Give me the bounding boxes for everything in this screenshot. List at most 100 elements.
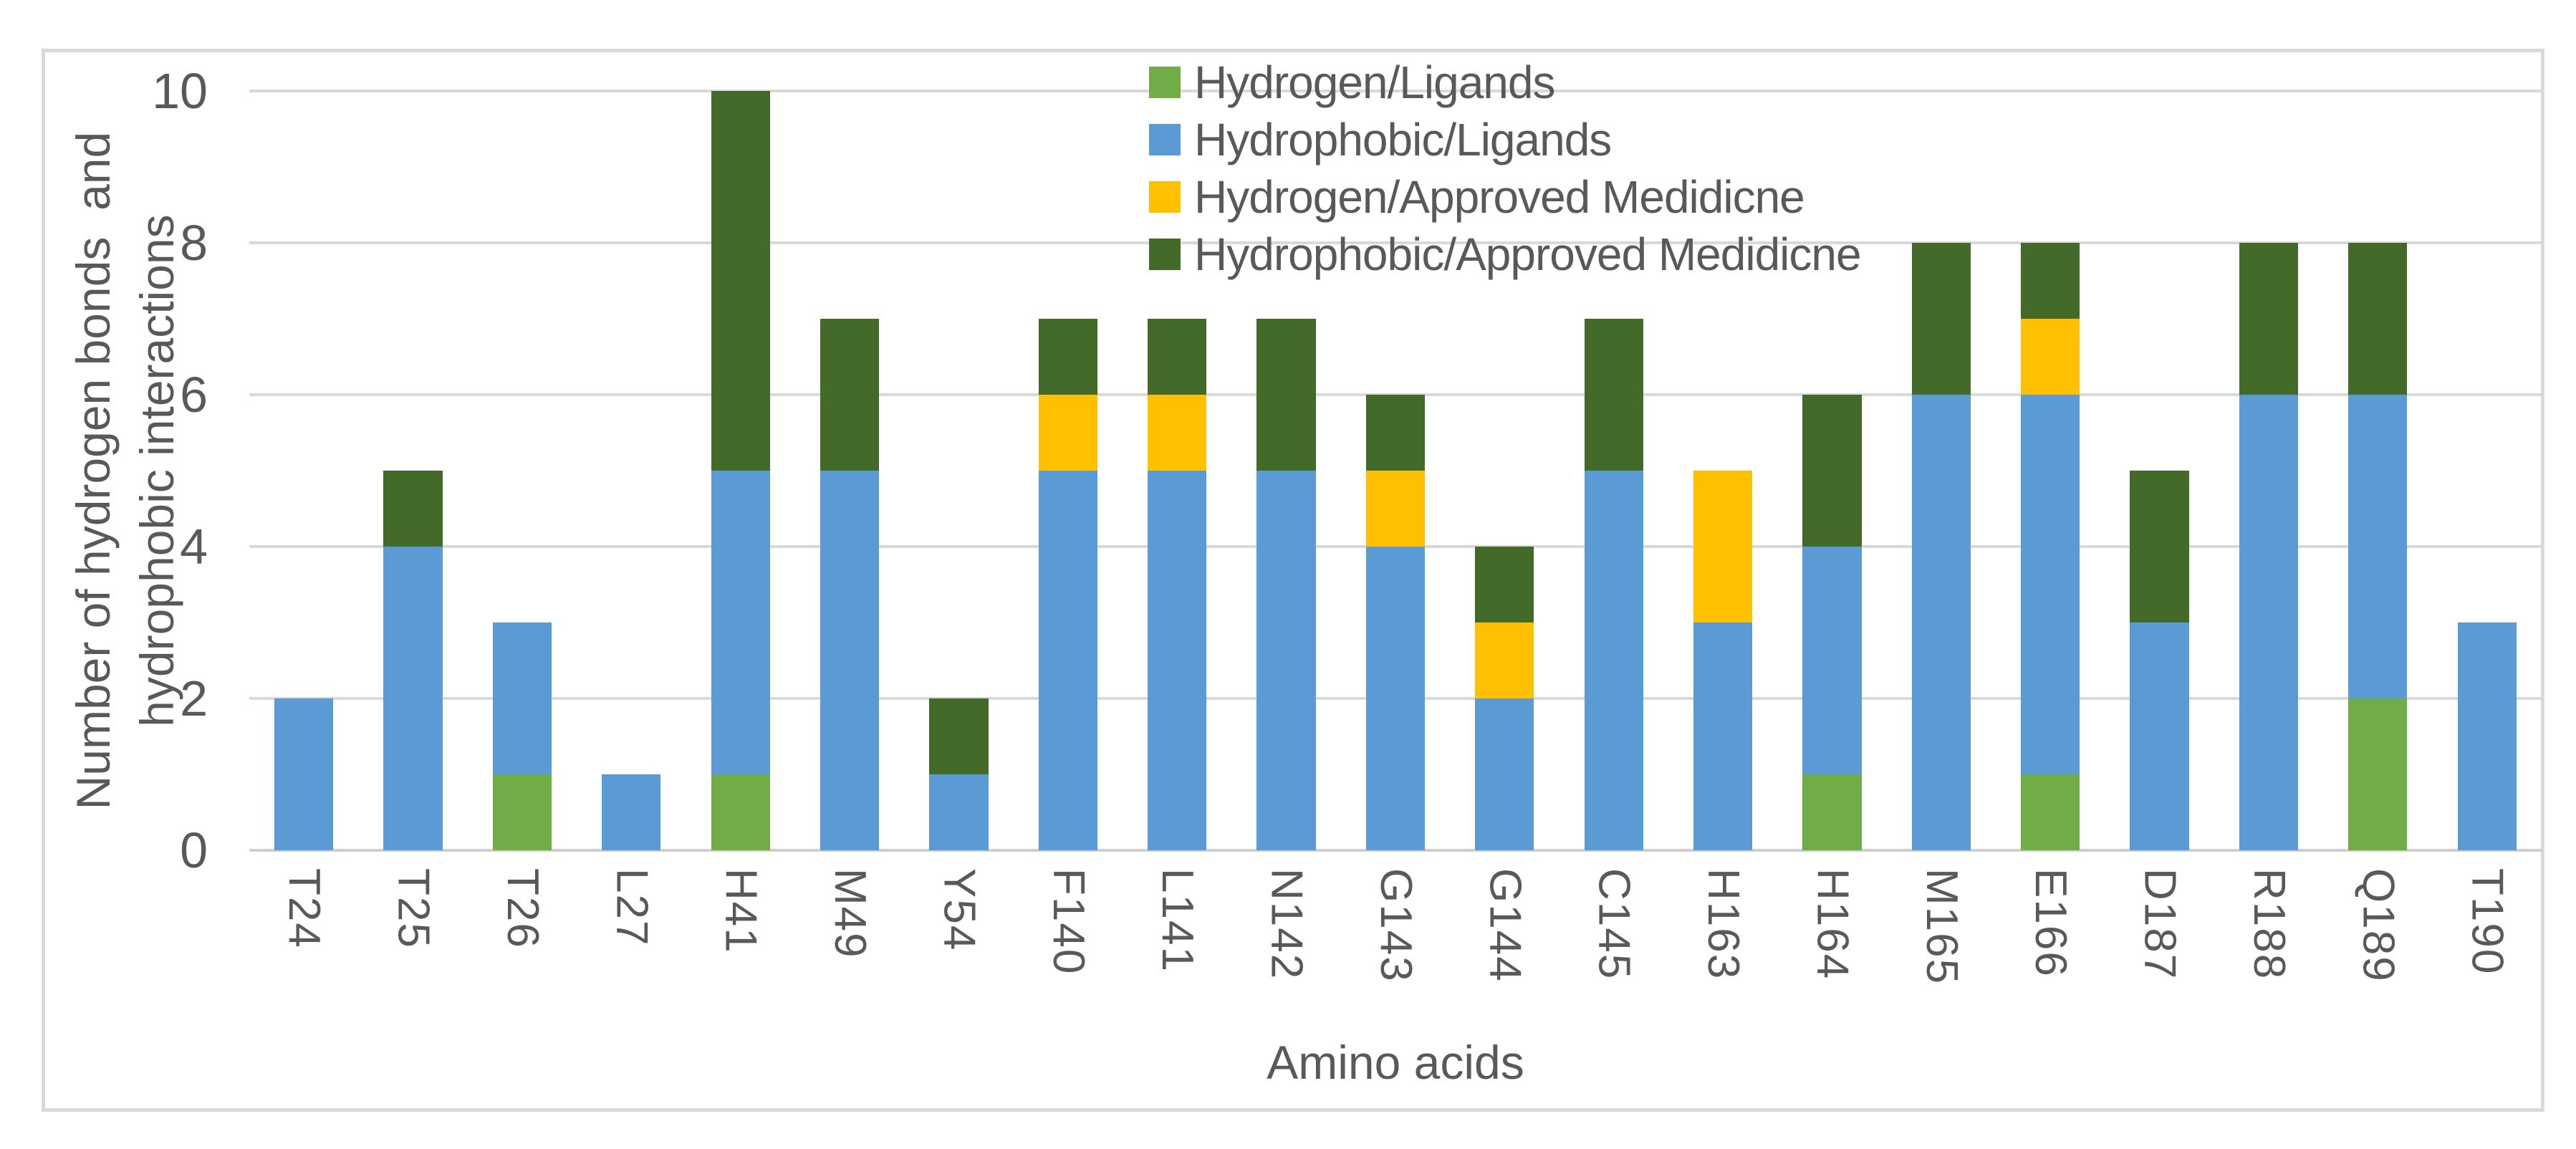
x-label-slot-H41: H41 xyxy=(686,868,795,1047)
bar-N142 xyxy=(1256,91,1316,850)
x-axis-label-T25: T25 xyxy=(388,868,438,949)
bar-segment-E166-hydrogen-ligands xyxy=(2021,774,2080,850)
y-tick-label-6: 6 xyxy=(180,367,208,423)
bar-G144 xyxy=(1475,91,1534,850)
legend-swatch-icon xyxy=(1149,239,1181,270)
bar-M165 xyxy=(1911,91,1971,850)
x-label-slot-N142: N142 xyxy=(1231,868,1340,1047)
legend-item-hydrogen-approved-medidicne: Hydrogen/Approved Medidicne xyxy=(1149,168,1861,226)
bar-G143 xyxy=(1365,91,1426,850)
bar-segment-Q189-hydrogen-ligands xyxy=(2348,698,2408,850)
bar-D187 xyxy=(2130,91,2189,850)
x-label-slot-G144: G144 xyxy=(1450,868,1559,1047)
legend-item-hydrophobic-approved-medidicne: Hydrophobic/Approved Medidicne xyxy=(1149,226,1862,283)
bar-segment-H164-hydrophobic-ligands xyxy=(1802,547,1862,774)
bar-segment-G143-hydrogen-approved-medidicne xyxy=(1365,471,1426,547)
x-axis-label-Y54: Y54 xyxy=(934,868,984,952)
x-label-slot-H163: H163 xyxy=(1668,868,1777,1047)
bar-segment-F140-hydrophobic-ligands xyxy=(1038,471,1097,850)
bar-slot-Y54 xyxy=(904,91,1013,850)
legend-swatch-icon xyxy=(1149,124,1181,155)
gridline-y0 xyxy=(249,849,2542,852)
x-axis-label-N142: N142 xyxy=(1261,868,1312,981)
bar-slot-H41 xyxy=(686,91,795,850)
y-axis-title-wrap: Number of hydrogen bonds and hydrophobic… xyxy=(36,91,215,850)
bar-segment-H41-hydrogen-ligands xyxy=(711,774,770,850)
bar-T25 xyxy=(383,91,443,850)
bar-L27 xyxy=(602,91,661,850)
x-axis-label-C145: C145 xyxy=(1589,868,1639,981)
x-axis-label-M49: M49 xyxy=(825,868,875,959)
legend-item-hydrophobic-ligands: Hydrophobic/Ligands xyxy=(1149,111,1861,168)
bar-slot-E166 xyxy=(1996,91,2105,850)
bar-segment-F140-hydrophobic-approved-medidicne xyxy=(1038,319,1097,395)
bar-slot-D187 xyxy=(2105,91,2214,850)
bar-slot-T26 xyxy=(468,91,577,850)
bar-segment-D187-hydrophobic-ligands xyxy=(2130,622,2189,850)
x-label-slot-F140: F140 xyxy=(1014,868,1123,1047)
bar-segment-T24-hydrophobic-ligands xyxy=(274,698,334,850)
x-axis-label-H41: H41 xyxy=(716,868,766,954)
bar-segment-H164-hydrophobic-approved-medidicne xyxy=(1802,395,1862,547)
bar-H164 xyxy=(1802,91,1862,850)
bar-segment-E166-hydrophobic-ligands xyxy=(2021,395,2080,774)
bar-slot-C145 xyxy=(1559,91,1668,850)
bar-E166 xyxy=(2021,91,2080,850)
bar-T24 xyxy=(274,91,334,850)
y-tick-label-2: 2 xyxy=(180,670,208,726)
bar-segment-R188-hydrophobic-approved-medidicne xyxy=(2239,243,2299,395)
x-axis-labels: T24 T25 T26 L27 H41 M49 Y54 F140 L141 N142 G143 G14… xyxy=(249,868,2542,1047)
bar-segment-E166-hydrogen-approved-medidicne xyxy=(2021,319,2080,395)
bar-segment-L27-hydrophobic-ligands xyxy=(602,774,661,850)
bar-segment-C145-hydrophobic-approved-medidicne xyxy=(1584,319,1643,471)
bar-T190 xyxy=(2457,91,2517,850)
bar-segment-H41-hydrophobic-ligands xyxy=(711,471,770,774)
x-label-slot-T26: T26 xyxy=(468,868,577,1047)
bar-segment-M49-hydrophobic-approved-medidicne xyxy=(820,319,880,471)
bar-segment-T26-hydrogen-ligands xyxy=(492,774,552,850)
gridline-y8 xyxy=(249,241,2542,244)
bar-H163 xyxy=(1693,91,1753,850)
legend-label: Hydrophobic/Ligands xyxy=(1194,114,1612,165)
bar-T26 xyxy=(492,91,552,850)
x-label-slot-M165: M165 xyxy=(1887,868,1996,1047)
x-label-slot-G143: G143 xyxy=(1341,868,1450,1047)
bar-segment-G144-hydrophobic-ligands xyxy=(1475,698,1534,850)
bar-segment-G143-hydrophobic-ligands xyxy=(1365,547,1426,850)
x-label-slot-D187: D187 xyxy=(2105,868,2214,1047)
bar-L141 xyxy=(1148,91,1207,850)
x-label-slot-T24: T24 xyxy=(249,868,358,1047)
bar-slot-Q189 xyxy=(2323,91,2432,850)
x-axis-label-H163: H163 xyxy=(1698,868,1749,981)
bar-C145 xyxy=(1584,91,1643,850)
bar-segment-E166-hydrophobic-approved-medidicne xyxy=(2021,243,2080,319)
y-tick-label-0: 0 xyxy=(180,822,208,878)
bar-segment-D187-hydrophobic-approved-medidicne xyxy=(2130,471,2189,622)
bar-slot-R188 xyxy=(2214,91,2323,850)
x-label-slot-Y54: Y54 xyxy=(904,868,1013,1047)
y-tick-label-4: 4 xyxy=(180,519,208,574)
bar-segment-T26-hydrophobic-ligands xyxy=(492,622,552,774)
bar-segment-M165-hydrophobic-ligands xyxy=(1911,395,1971,850)
x-axis-label-E166: E166 xyxy=(2026,868,2076,978)
bar-segment-Q189-hydrophobic-ligands xyxy=(2348,395,2408,698)
bar-slot-T24 xyxy=(249,91,358,850)
x-label-slot-Q189: Q189 xyxy=(2323,868,2432,1047)
bar-segment-T25-hydrophobic-ligands xyxy=(383,547,443,850)
x-axis-label-G144: G144 xyxy=(1480,868,1530,983)
legend-item-hydrogen-ligands: Hydrogen/Ligands xyxy=(1149,54,1861,111)
bars-container xyxy=(249,91,2542,850)
x-axis-label-L27: L27 xyxy=(607,868,657,947)
x-axis-label-T24: T24 xyxy=(279,868,330,949)
bar-slot-M49 xyxy=(795,91,904,850)
bar-segment-G144-hydrophobic-approved-medidicne xyxy=(1475,547,1534,622)
bar-segment-G143-hydrophobic-approved-medidicne xyxy=(1365,395,1426,471)
x-axis-label-D187: D187 xyxy=(2135,868,2185,981)
bar-slot-H163 xyxy=(1668,91,1777,850)
bar-slot-H164 xyxy=(1777,91,1886,850)
bar-Y54 xyxy=(929,91,989,850)
x-axis-label-H164: H164 xyxy=(1807,868,1857,981)
x-axis-label-G143: G143 xyxy=(1370,868,1421,983)
bar-segment-Q189-hydrophobic-approved-medidicne xyxy=(2348,243,2408,395)
bar-slot-G143 xyxy=(1341,91,1450,850)
